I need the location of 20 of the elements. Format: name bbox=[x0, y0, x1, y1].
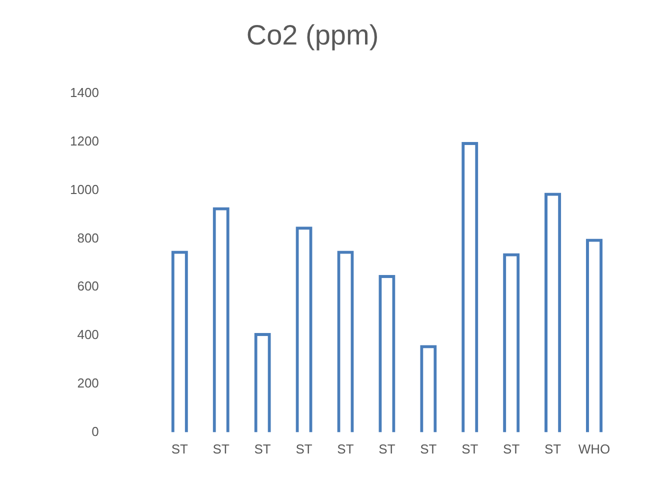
y-tick-label: 1200 bbox=[70, 134, 99, 149]
x-tick-label: ST bbox=[337, 442, 354, 457]
y-tick-label: 600 bbox=[77, 278, 99, 294]
x-tick-label: ST bbox=[462, 442, 478, 457]
y-tick-label: 0 bbox=[92, 424, 99, 439]
x-tick-label: WHO bbox=[578, 442, 610, 457]
x-tick-label: ST bbox=[503, 442, 520, 457]
chart-title: Co2 (ppm) bbox=[246, 20, 379, 51]
x-tick-label: ST bbox=[171, 442, 188, 457]
y-tick-label: 1000 bbox=[70, 182, 99, 197]
x-tick-label: ST bbox=[212, 442, 230, 457]
x-tick-label: ST bbox=[254, 442, 271, 457]
x-tick-label: ST bbox=[544, 442, 562, 457]
x-tick-label: ST bbox=[420, 442, 437, 457]
x-tick-label: ST bbox=[378, 442, 396, 457]
y-tick-label: 800 bbox=[77, 230, 99, 246]
y-tick-label: 200 bbox=[77, 375, 99, 390]
x-tick-label: ST bbox=[296, 442, 312, 457]
y-tick-label: 400 bbox=[77, 327, 99, 342]
y-tick-label: 1400 bbox=[70, 85, 99, 100]
